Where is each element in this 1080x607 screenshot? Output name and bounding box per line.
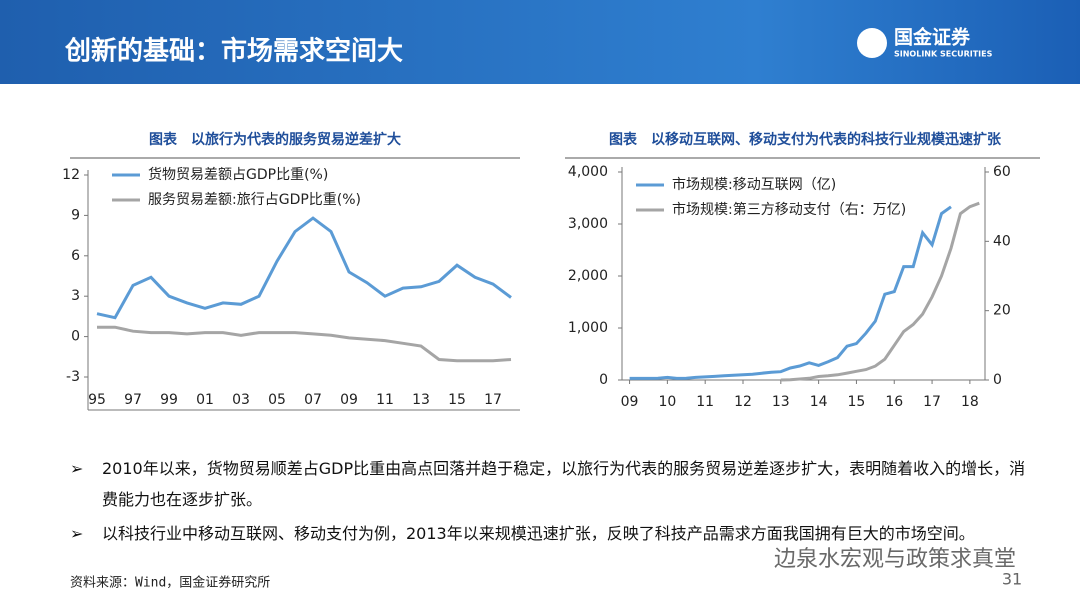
x-tick-label: 03: [232, 392, 250, 408]
x-tick-label: 10: [658, 394, 676, 410]
logo-icon: [857, 28, 887, 58]
x-tick-label: 05: [268, 392, 286, 408]
legend-label: 货物贸易差额占GDP比重(%): [148, 166, 328, 183]
bullet: 2010年以来，货物贸易顺差占GDP比重由高点回落并趋于稳定，以旅行为代表的服务…: [70, 453, 1032, 515]
y-tick-label: 9: [71, 207, 80, 223]
y-tick-label: 1,000: [568, 320, 608, 336]
logo-name: 国金证券: [894, 26, 971, 49]
page-title: 创新的基础：市场需求空间大: [64, 36, 403, 67]
header-band: [0, 0, 1080, 84]
x-tick-label: 12: [734, 394, 752, 410]
line-series: [97, 325, 512, 363]
x-tick-label: 99: [160, 392, 178, 408]
y-tick-label: 0: [71, 329, 80, 345]
x-tick-label: 07: [304, 392, 322, 408]
legend-label: 市场规模:移动互联网（亿): [672, 176, 836, 193]
legend-label: 服务贸易差额:旅行占GDP比重(%): [148, 192, 361, 208]
y-tick-label: 0: [599, 372, 608, 388]
page-number: 31: [1002, 570, 1022, 589]
logo-en: SINOLINK SECURITIES: [894, 50, 993, 59]
y-tick-label: 12: [62, 167, 80, 183]
watermark: 边泉水宏观与政策求真堂: [774, 547, 1016, 572]
x-tick-label: 11: [376, 392, 394, 408]
bullet: 以科技行业中移动互联网、移动支付为例，2013年以来规模迅速扩张，反映了科技产品…: [70, 518, 1032, 549]
x-tick-label: 01: [196, 392, 214, 408]
y-tick-label: 3,000: [568, 216, 608, 232]
x-tick-label: 13: [772, 394, 790, 410]
y-tick-label: 2,000: [568, 268, 608, 284]
x-tick-label: 97: [124, 392, 142, 408]
x-tick-label: 15: [848, 394, 866, 410]
line-series: [629, 205, 952, 380]
y-tick-label: 3: [71, 288, 80, 304]
x-tick-label: 17: [923, 394, 941, 410]
x-tick-label: 16: [885, 394, 903, 410]
source: 资料来源：Wind，国金证券研究所: [70, 575, 270, 591]
x-tick-label: 15: [448, 392, 466, 408]
x-tick-label: 11: [696, 394, 714, 410]
chart-title: 图表 以旅行为代表的服务贸易逆差扩大: [149, 131, 401, 148]
x-tick-label: 18: [961, 394, 979, 410]
x-tick-label: 09: [621, 394, 639, 410]
y2-tick-label: 20: [993, 303, 1011, 319]
y2-tick-label: 0: [993, 372, 1002, 388]
legend-label: 市场规模:第三方移动支付（右：万亿): [672, 201, 906, 218]
line-series: [780, 201, 980, 382]
y-tick-label: -3: [66, 369, 80, 385]
x-tick-label: 95: [88, 392, 106, 408]
x-tick-label: 13: [412, 392, 430, 408]
x-tick-label: 09: [340, 392, 358, 408]
y-tick-label: 6: [71, 248, 80, 264]
y2-tick-label: 60: [993, 164, 1011, 180]
x-tick-label: 14: [810, 394, 828, 410]
y2-tick-label: 40: [993, 233, 1011, 249]
x-tick-label: 17: [484, 392, 502, 408]
y-tick-label: 4,000: [568, 164, 608, 180]
line-series: [96, 216, 512, 320]
chart-title: 图表 以移动互联网、移动支付为代表的科技行业规模迅速扩张: [609, 131, 1002, 148]
